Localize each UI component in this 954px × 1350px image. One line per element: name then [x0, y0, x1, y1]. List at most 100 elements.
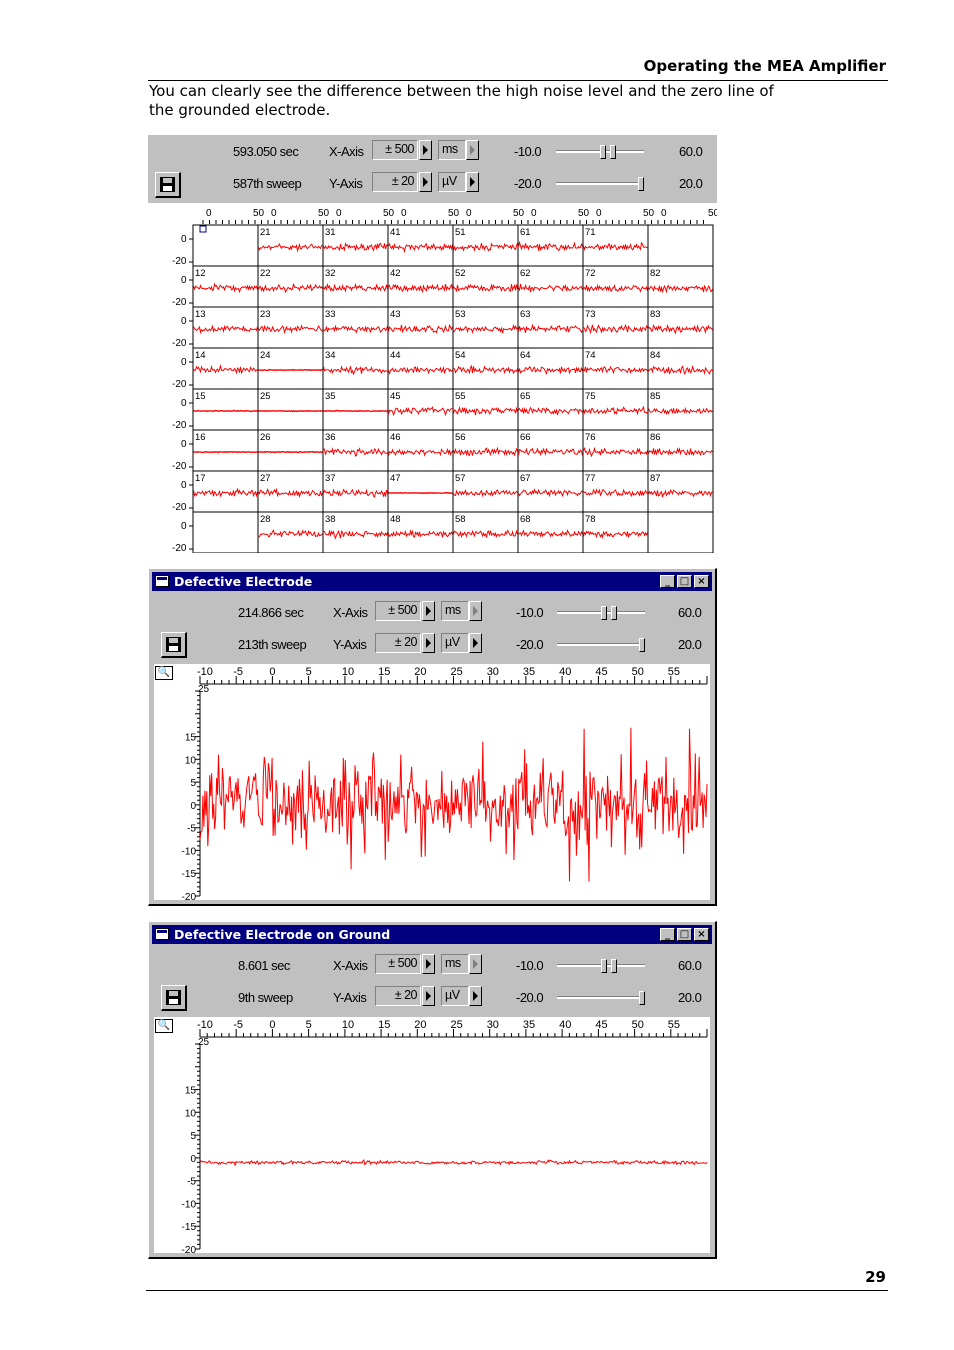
- channel-cell-27[interactable]: 27: [257, 470, 324, 513]
- slider-thumb[interactable]: [638, 177, 644, 191]
- channel-cell-14[interactable]: 14: [192, 347, 259, 390]
- y-axis-range-field[interactable]: ± 20: [375, 986, 421, 1006]
- channel-cell-65[interactable]: 65: [517, 388, 584, 431]
- x-position-slider[interactable]: [556, 145, 644, 159]
- slider-thumb[interactable]: [611, 959, 617, 973]
- x-axis-unit-arrow[interactable]: [466, 140, 479, 160]
- x-axis-range-arrow[interactable]: [422, 954, 435, 974]
- channel-cell-38[interactable]: 38: [322, 511, 389, 553]
- channel-cell-25[interactable]: 25: [257, 388, 324, 431]
- x-axis-range-arrow[interactable]: [419, 140, 432, 160]
- title-bar[interactable]: Defective Electrode _ □ ×: [152, 572, 712, 591]
- channel-cell-33[interactable]: 33: [322, 306, 389, 349]
- close-icon[interactable]: ×: [694, 575, 709, 588]
- y-axis-range-field[interactable]: ± 20: [372, 172, 418, 192]
- magnifier-icon[interactable]: 🔍: [155, 666, 173, 680]
- channel-cell-13[interactable]: 13: [192, 306, 259, 349]
- y-axis-range-arrow[interactable]: [422, 633, 435, 653]
- y-axis-unit-field[interactable]: µV: [441, 986, 469, 1006]
- channel-cell-42[interactable]: 42: [387, 265, 454, 308]
- y-axis-range-arrow[interactable]: [422, 986, 435, 1006]
- channel-cell-71[interactable]: 71: [582, 224, 649, 267]
- electrode-grid[interactable]: 0 50 0 50 0 50 0 50 0 50 0 50 0 50 0 50 0 -20 21 31 41 51 61 71…: [148, 203, 717, 553]
- channel-cell-82[interactable]: 82: [647, 265, 714, 308]
- channel-cell-37[interactable]: 37: [322, 470, 389, 513]
- slider-thumb[interactable]: [639, 991, 645, 1005]
- x-position-slider[interactable]: [557, 959, 645, 973]
- channel-cell-48[interactable]: 48: [387, 511, 454, 553]
- channel-cell-72[interactable]: 72: [582, 265, 649, 308]
- window-menu-icon[interactable]: [155, 575, 169, 587]
- slider-thumb[interactable]: [610, 145, 616, 159]
- channel-cell-32[interactable]: 32: [322, 265, 389, 308]
- minimize-icon[interactable]: _: [660, 575, 675, 588]
- window-menu-icon[interactable]: [155, 928, 169, 940]
- channel-cell-67[interactable]: 67: [517, 470, 584, 513]
- channel-cell-36[interactable]: 36: [322, 429, 389, 472]
- channel-cell-51[interactable]: 51: [452, 224, 519, 267]
- x-axis-unit-field[interactable]: ms: [438, 140, 466, 160]
- y-axis-unit-field[interactable]: µV: [438, 172, 466, 192]
- channel-cell-58[interactable]: 58: [452, 511, 519, 553]
- channel-cell-68[interactable]: 68: [517, 511, 584, 553]
- y-position-slider[interactable]: [557, 991, 645, 1005]
- channel-cell-31[interactable]: 31: [322, 224, 389, 267]
- channel-cell-12[interactable]: 12: [192, 265, 259, 308]
- y-axis-unit-arrow[interactable]: [466, 172, 479, 192]
- channel-cell-35[interactable]: 35: [322, 388, 389, 431]
- channel-cell-56[interactable]: 56: [452, 429, 519, 472]
- save-button[interactable]: [155, 172, 181, 198]
- slider-thumb[interactable]: [611, 606, 617, 620]
- slider-thumb[interactable]: [639, 638, 645, 652]
- channel-cell-83[interactable]: 83: [647, 306, 714, 349]
- channel-cell-84[interactable]: 84: [647, 347, 714, 390]
- channel-cell-22[interactable]: 22: [257, 265, 324, 308]
- channel-cell-47[interactable]: 47: [387, 470, 454, 513]
- channel-cell-76[interactable]: 76: [582, 429, 649, 472]
- channel-cell-85[interactable]: 85: [647, 388, 714, 431]
- y-axis-range-arrow[interactable]: [419, 172, 432, 192]
- y-position-slider[interactable]: [557, 638, 645, 652]
- channel-cell-26[interactable]: 26: [257, 429, 324, 472]
- close-icon[interactable]: ×: [694, 928, 709, 941]
- channel-cell-44[interactable]: 44: [387, 347, 454, 390]
- channel-cell-87[interactable]: 87: [647, 470, 714, 513]
- slider-thumb[interactable]: [600, 145, 606, 159]
- channel-cell-57[interactable]: 57: [452, 470, 519, 513]
- save-button[interactable]: [161, 632, 187, 658]
- channel-cell-78[interactable]: 78: [582, 511, 649, 553]
- x-position-slider[interactable]: [557, 606, 645, 620]
- y-axis-unit-arrow[interactable]: [469, 633, 482, 653]
- minimize-icon[interactable]: _: [660, 928, 675, 941]
- magnifier-icon[interactable]: 🔍: [155, 1019, 173, 1033]
- channel-cell-77[interactable]: 77: [582, 470, 649, 513]
- channel-cell-55[interactable]: 55: [452, 388, 519, 431]
- channel-cell-41[interactable]: 41: [387, 224, 454, 267]
- channel-cell-73[interactable]: 73: [582, 306, 649, 349]
- x-axis-range-field[interactable]: ± 500: [372, 140, 418, 160]
- channel-cell-23[interactable]: 23: [257, 306, 324, 349]
- x-axis-range-arrow[interactable]: [422, 601, 435, 621]
- y-axis-range-field[interactable]: ± 20: [375, 633, 421, 653]
- channel-cell-16[interactable]: 16: [192, 429, 259, 472]
- signal-plot[interactable]: -10 -5 0 5 10 15 20 25 30 35 40 45 50 5525151050-5-10…: [154, 1017, 710, 1253]
- channel-cell-75[interactable]: 75: [582, 388, 649, 431]
- x-axis-unit-field[interactable]: ms: [441, 601, 469, 621]
- x-axis-unit-arrow[interactable]: [469, 601, 482, 621]
- x-axis-range-field[interactable]: ± 500: [375, 954, 421, 974]
- y-axis-unit-field[interactable]: µV: [441, 633, 469, 653]
- channel-cell-74[interactable]: 74: [582, 347, 649, 390]
- maximize-icon[interactable]: □: [677, 575, 692, 588]
- channel-cell-66[interactable]: 66: [517, 429, 584, 472]
- channel-cell-17[interactable]: 17: [192, 470, 259, 513]
- channel-cell-54[interactable]: 54: [452, 347, 519, 390]
- title-bar[interactable]: Defective Electrode on Ground _ □ ×: [152, 925, 712, 944]
- y-axis-unit-arrow[interactable]: [469, 986, 482, 1006]
- slider-thumb[interactable]: [601, 606, 607, 620]
- maximize-icon[interactable]: □: [677, 928, 692, 941]
- channel-cell-63[interactable]: 63: [517, 306, 584, 349]
- x-axis-unit-field[interactable]: ms: [441, 954, 469, 974]
- x-axis-range-field[interactable]: ± 500: [375, 601, 421, 621]
- channel-cell-52[interactable]: 52: [452, 265, 519, 308]
- signal-plot[interactable]: -10 -5 0 5 10 15 20 25 30 35 40 45 50 5525151050-5-10…: [154, 664, 710, 900]
